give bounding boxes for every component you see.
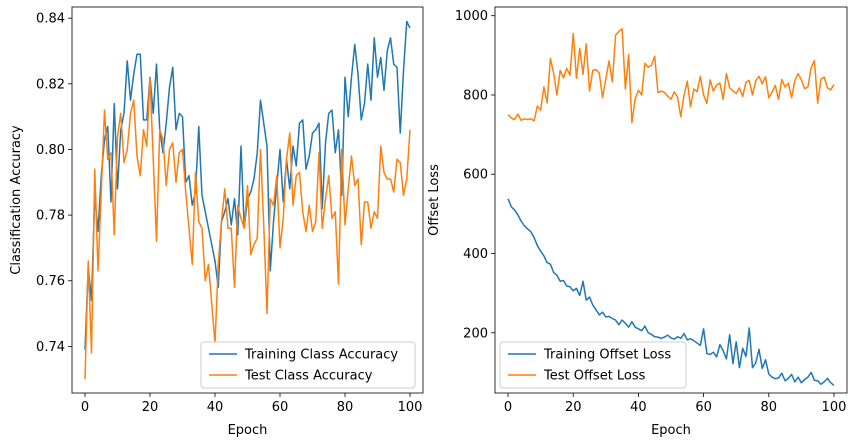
x-tick-label: 20 (565, 400, 582, 415)
x-tick-label: 100 (822, 400, 847, 415)
legend-frame (499, 341, 687, 389)
x-tick-label: 0 (81, 400, 89, 415)
y-tick-label: 0.78 (36, 209, 65, 224)
y-tick-label: 1000 (455, 9, 488, 24)
series-line-test (507, 28, 835, 124)
x-tick-label: 0 (504, 400, 512, 415)
x-tick-label: 60 (695, 400, 712, 415)
series-line-training (507, 198, 835, 387)
axes-frame (71, 6, 424, 394)
subplot-2: 0 20 40 60 80 100 200 400 600 800 1000 Epoch Offset … (427, 6, 848, 438)
y-axis-label: Offset Loss (427, 164, 442, 236)
y-tick-label: 0.82 (36, 77, 65, 92)
x-axis-label: Epoch (651, 423, 691, 438)
x-tick-label: 100 (398, 400, 423, 415)
x-tick-label: 20 (142, 400, 159, 415)
y-tick-label: 0.80 (36, 143, 65, 158)
y-axis-label: Classification Accuracy (9, 125, 24, 275)
legend-label: Test Class Accuracy (244, 369, 373, 384)
legend: Training Offset Loss Test Offset Loss (499, 341, 687, 389)
y-tick-label: 0.74 (36, 340, 65, 355)
x-tick-label: 40 (207, 400, 224, 415)
y-tick-label: 0.76 (36, 274, 65, 289)
y-tick-label: 800 (463, 88, 488, 103)
legend: Training Class Accuracy Test Class Accura… (200, 341, 416, 389)
y-tick-label: 600 (463, 168, 488, 183)
y-tick-label: 200 (463, 326, 488, 341)
y-tick-label: 400 (463, 247, 488, 262)
series-line-test (84, 76, 411, 380)
x-tick-label: 80 (337, 400, 354, 415)
x-tick-label: 80 (761, 400, 778, 415)
y-tick-label: 0.84 (36, 12, 65, 27)
legend-label: Training Class Accuracy (244, 348, 398, 363)
x-tick-label: 60 (272, 400, 289, 415)
subplot-1: 0 20 40 60 80 100 0.74 0.76 0.78 0.80 0.82 0.84 Epoc… (9, 6, 424, 438)
x-tick-label: 40 (630, 400, 647, 415)
x-axis-label: Epoch (228, 423, 268, 438)
legend-frame (200, 341, 416, 389)
legend-label: Test Offset Loss (543, 369, 646, 384)
legend-label: Training Offset Loss (543, 348, 671, 363)
axes-frame (494, 6, 848, 394)
